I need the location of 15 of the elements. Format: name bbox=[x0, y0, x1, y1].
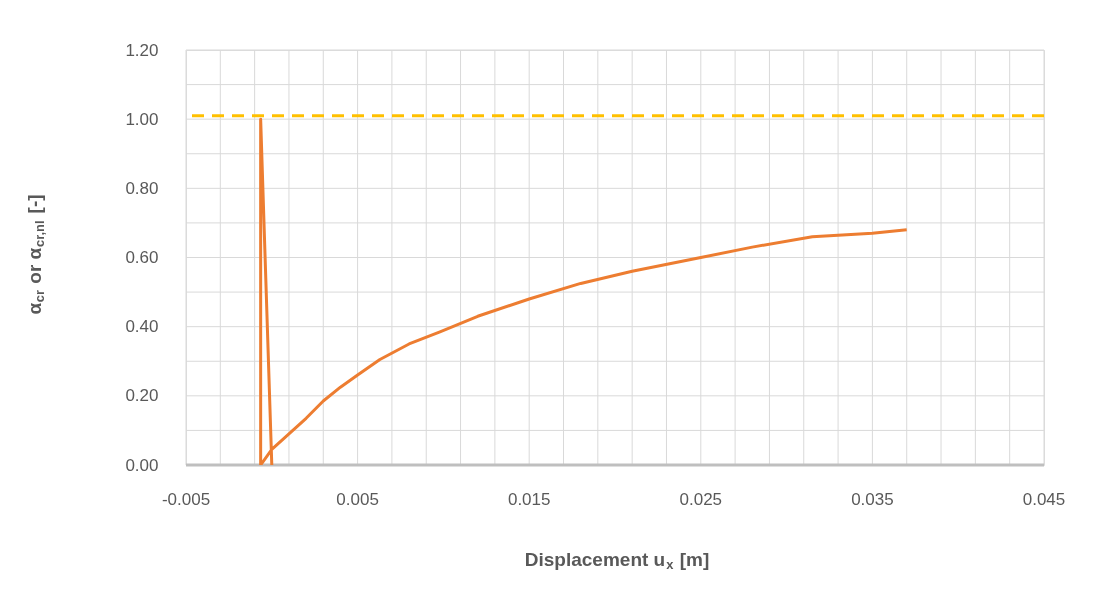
x-tick-label: 0.015 bbox=[507, 490, 551, 509]
y-tick-label: 0.00 bbox=[125, 455, 159, 475]
x-tick-label: 0.035 bbox=[851, 490, 894, 509]
x-tick-label: -0.005 bbox=[161, 490, 211, 509]
line-series bbox=[259, 117, 909, 465]
y-tick-label: 0.40 bbox=[125, 317, 159, 337]
y-tick-label: 0.80 bbox=[125, 178, 159, 198]
y-axis-title: αcr or αcr,nl [-] bbox=[24, 194, 47, 315]
y-tick-label: 1.00 bbox=[125, 109, 159, 129]
x-tick-label: 0.025 bbox=[679, 490, 723, 509]
y-tick-label: 1.20 bbox=[125, 40, 159, 60]
x-tick-label: 0.005 bbox=[336, 490, 379, 509]
x-tick-label: 0.045 bbox=[1022, 490, 1066, 509]
y-tick-label: 0.60 bbox=[125, 248, 159, 267]
y-tick-label: 0.20 bbox=[125, 386, 159, 406]
